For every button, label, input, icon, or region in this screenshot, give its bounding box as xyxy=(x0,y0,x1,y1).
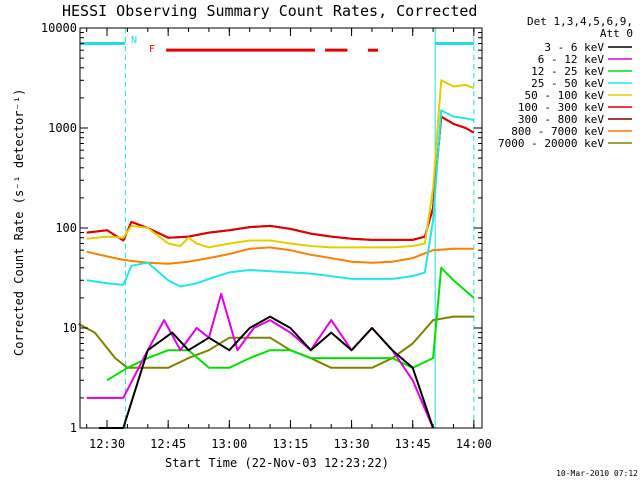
series-line xyxy=(78,315,474,369)
legend-header-line1: Det 1,3,4,5,6,9, xyxy=(527,15,633,28)
legend-entry-label: 7000 - 20000 keV xyxy=(498,137,604,150)
series-line xyxy=(86,79,475,249)
series-line xyxy=(86,115,475,242)
legend-header-line2: Att 0 xyxy=(600,27,633,40)
series-line xyxy=(98,315,435,429)
x-tick-label: 13:00 xyxy=(211,437,247,451)
flag-label-night: N xyxy=(131,35,137,46)
x-tick-label: 14:00 xyxy=(456,437,492,451)
y-tick-label: 1 xyxy=(70,421,77,435)
x-axis-label: Start Time (22-Nov-03 12:23:22) xyxy=(165,456,389,470)
flag-label-flare: F xyxy=(149,44,155,55)
legend-entry-label: 6 - 12 keV xyxy=(538,53,605,66)
legend-entry-label: 25 - 50 keV xyxy=(531,77,604,90)
x-tick-label: 12:45 xyxy=(150,437,186,451)
legend-entry-label: 100 - 300 keV xyxy=(518,101,604,114)
flag-band: N F xyxy=(80,35,474,55)
y-tick-label: 100 xyxy=(55,221,77,235)
x-tick-label: 13:15 xyxy=(272,437,308,451)
legend-entry-label: 50 - 100 keV xyxy=(525,89,605,102)
chart-title: HESSI Observing Summary Count Rates, Cor… xyxy=(62,2,477,20)
footer-date: 10-Mar-2010 07:12 xyxy=(556,469,638,478)
legend-entry-label: 800 - 7000 keV xyxy=(511,125,604,138)
legend-entry-label: 3 - 6 keV xyxy=(544,41,604,54)
series-line xyxy=(86,292,435,429)
series-line xyxy=(86,109,475,288)
y-tick-label: 10 xyxy=(63,321,77,335)
x-tick-label: 13:45 xyxy=(395,437,431,451)
x-tick-label: 13:30 xyxy=(334,437,370,451)
axes: 1 10 100 1000 10000 12:30 12:45 13:00 13:15 13:30… xyxy=(41,21,492,451)
series-line xyxy=(86,246,474,265)
plot-area xyxy=(78,28,475,429)
series-line xyxy=(106,266,475,382)
y-axis-label: Corrected Count Rate (s⁻¹ detector⁻¹) xyxy=(12,89,26,356)
legend-entry-label: 300 - 800 keV xyxy=(518,113,604,126)
legend-entry-label: 12 - 25 keV xyxy=(531,65,604,78)
y-tick-label: 10000 xyxy=(41,21,77,35)
series-line xyxy=(86,115,475,242)
x-tick-label: 12:30 xyxy=(89,437,125,451)
y-tick-label: 1000 xyxy=(48,121,77,135)
